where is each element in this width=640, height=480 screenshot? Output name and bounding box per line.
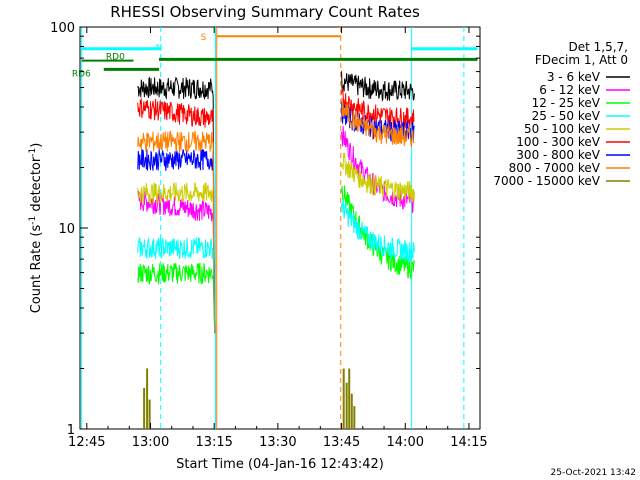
legend-header-1: FDecim 1, Att 0 xyxy=(535,53,628,67)
chart-title: RHESSI Observing Summary Count Rates xyxy=(110,3,420,21)
timestamp: 25-Oct-2021 13:42 xyxy=(551,468,636,478)
x-tick-label-1: 13:00 xyxy=(132,435,169,450)
series-0-segment-2 xyxy=(341,71,415,102)
ticks-layer: 12:45 13:00 13:15 13:30 13:45 14:00 14:15 1 10 10… xyxy=(50,21,488,450)
x-tick-label-6: 14:15 xyxy=(450,435,487,450)
series-7-segment-2 xyxy=(341,97,415,148)
series-0-segment-1 xyxy=(137,76,216,334)
y-tick-label-2: 100 xyxy=(50,21,75,36)
legend-label-4: 50 - 100 keV xyxy=(524,122,601,136)
series-3-segment-1 xyxy=(137,236,216,334)
legend-label-8: 7000 - 15000 keV xyxy=(493,174,600,188)
label-n: N xyxy=(156,43,163,53)
x-tick-label-0: 12:45 xyxy=(68,435,105,450)
legend-label-3: 25 - 50 keV xyxy=(532,109,601,123)
series-4-segment-1 xyxy=(137,182,216,334)
x-axis-label: Start Time (04-Jan-16 12:43:42) xyxy=(176,457,384,472)
x-tick-label-2: 13:15 xyxy=(195,435,232,450)
series-7-segment-1 xyxy=(137,130,216,334)
y-tick-label-0: 1 xyxy=(67,423,75,438)
x-tick-label-5: 14:00 xyxy=(387,435,424,450)
label-s: S xyxy=(201,33,207,43)
x-tick-label-4: 13:45 xyxy=(323,435,360,450)
legend-header-0: Det 1,5,7, xyxy=(569,40,629,54)
series-2-segment-1 xyxy=(137,262,216,334)
legend-label-7: 800 - 7000 keV xyxy=(509,161,601,175)
legend-label-6: 300 - 800 keV xyxy=(516,148,600,162)
series-6-segment-1 xyxy=(137,149,216,334)
legend-label-1: 6 - 12 keV xyxy=(539,83,601,97)
y-axis-label: Count Rate (s-1 detector-1) xyxy=(28,143,44,314)
series-4-segment-2 xyxy=(341,152,415,203)
plot-layer: RD0 RD6 N S xyxy=(72,27,478,429)
series-5-segment-1 xyxy=(137,98,216,334)
series-1-segment-1 xyxy=(137,191,216,334)
label-rd0: RD0 xyxy=(106,53,125,63)
legend-label-5: 100 - 300 keV xyxy=(516,135,600,149)
x-tick-label-3: 13:30 xyxy=(259,435,296,450)
y-tick-label-1: 10 xyxy=(58,222,75,237)
legend-label-2: 12 - 25 keV xyxy=(532,96,601,110)
label-rd6: RD6 xyxy=(72,69,91,79)
series-3-segment-2 xyxy=(341,198,415,263)
legend-label-0: 3 - 6 keV xyxy=(547,70,601,84)
